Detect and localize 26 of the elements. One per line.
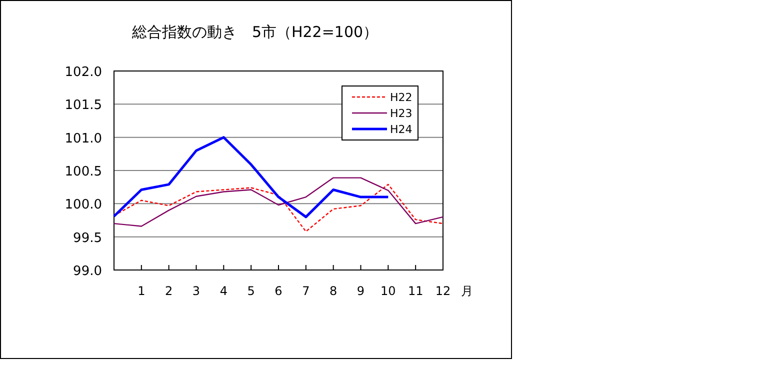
y-tick-label: 99.0 <box>73 264 102 279</box>
x-tick-label: 9 <box>356 284 365 298</box>
y-tick-label: 99.5 <box>73 230 102 246</box>
y-tick-label: 102.0 <box>64 65 102 80</box>
x-tick-label: 12 <box>435 284 451 298</box>
x-tick-label: 10 <box>380 284 396 298</box>
line-series <box>113 177 444 227</box>
y-tick-label: 101.5 <box>64 98 102 114</box>
y-tick-label: 100.0 <box>64 198 102 213</box>
x-tick-label: 6 <box>274 284 282 298</box>
y-tick-label: 101.0 <box>64 131 102 146</box>
x-axis-title: 月 <box>461 284 473 298</box>
legend-label: H24 <box>390 123 412 136</box>
legend-label: H23 <box>390 107 412 120</box>
x-tick-label: 7 <box>302 284 310 298</box>
y-tick-label: 100.5 <box>64 164 102 180</box>
x-tick-label: 4 <box>220 284 228 298</box>
chart-title: 総合指数の動き 5市（H22=100） <box>130 23 378 41</box>
x-tick-label: 3 <box>192 284 200 298</box>
legend-label: H22 <box>390 91 412 104</box>
x-tick-label: 11 <box>408 284 424 298</box>
line-series <box>112 136 390 218</box>
x-tick-label: 2 <box>165 284 173 298</box>
x-tick-label: 1 <box>138 284 146 298</box>
x-tick-label: 5 <box>247 284 255 298</box>
x-tick-label: 8 <box>330 284 338 298</box>
